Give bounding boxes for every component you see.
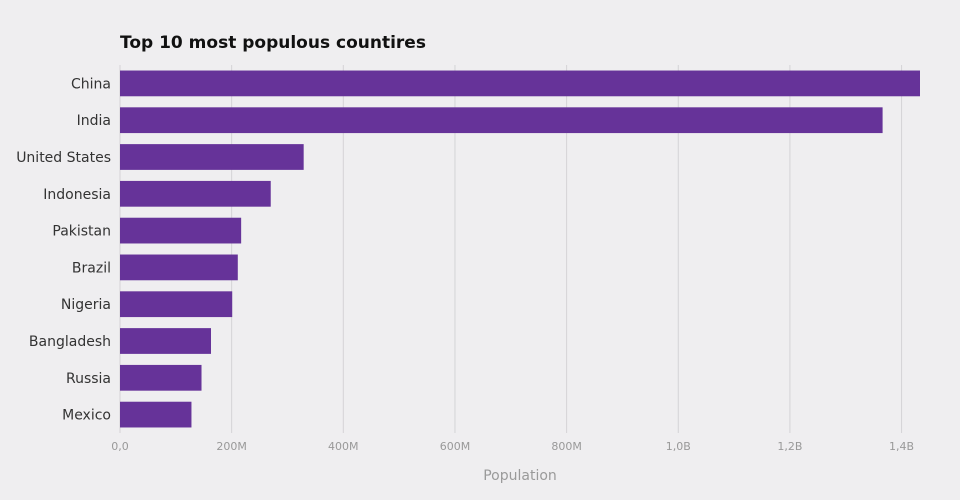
bar-united-states[interactable] xyxy=(120,144,304,170)
category-label: India xyxy=(77,113,111,129)
category-label: Nigeria xyxy=(61,297,111,313)
x-tick-labels: 0,0 200M 400M 600M 800M 1,0B 1,2B 1,4B xyxy=(111,440,914,453)
bars xyxy=(120,70,920,428)
chart-title: Top 10 most populous countires xyxy=(120,33,426,53)
bar-bangladesh[interactable] xyxy=(120,328,211,354)
x-tick-label: 0,0 xyxy=(111,440,129,453)
x-tick-label: 200M xyxy=(216,440,247,453)
x-tick-label: 1,0B xyxy=(666,440,691,453)
bar-russia[interactable] xyxy=(120,364,202,391)
category-label: Brazil xyxy=(72,260,111,276)
x-tick-label: 800M xyxy=(551,440,582,453)
x-tick-label: 400M xyxy=(328,440,359,453)
bar-indonesia[interactable] xyxy=(120,180,271,207)
category-label: Bangladesh xyxy=(29,334,111,350)
category-label: Indonesia xyxy=(43,187,111,203)
x-tick-label: 1,4B xyxy=(889,440,914,453)
bar-china[interactable] xyxy=(120,70,920,97)
category-label: United States xyxy=(16,150,111,166)
category-labels: China India United States Indonesia Pakistan… xyxy=(16,76,111,423)
gridlines xyxy=(119,65,903,433)
category-label: Mexico xyxy=(62,408,111,424)
category-label: China xyxy=(71,76,111,92)
x-tick-label: 1,2B xyxy=(777,440,802,453)
bar-nigeria[interactable] xyxy=(120,291,233,318)
x-axis-label: Population xyxy=(483,468,557,484)
category-label: Pakistan xyxy=(52,224,111,240)
category-label: Russia xyxy=(66,371,111,387)
bar-mexico[interactable] xyxy=(120,401,192,428)
x-tick-label: 600M xyxy=(440,440,471,453)
bar-india[interactable] xyxy=(120,107,883,134)
bar-brazil[interactable] xyxy=(120,254,238,281)
bar-pakistan[interactable] xyxy=(120,217,242,244)
